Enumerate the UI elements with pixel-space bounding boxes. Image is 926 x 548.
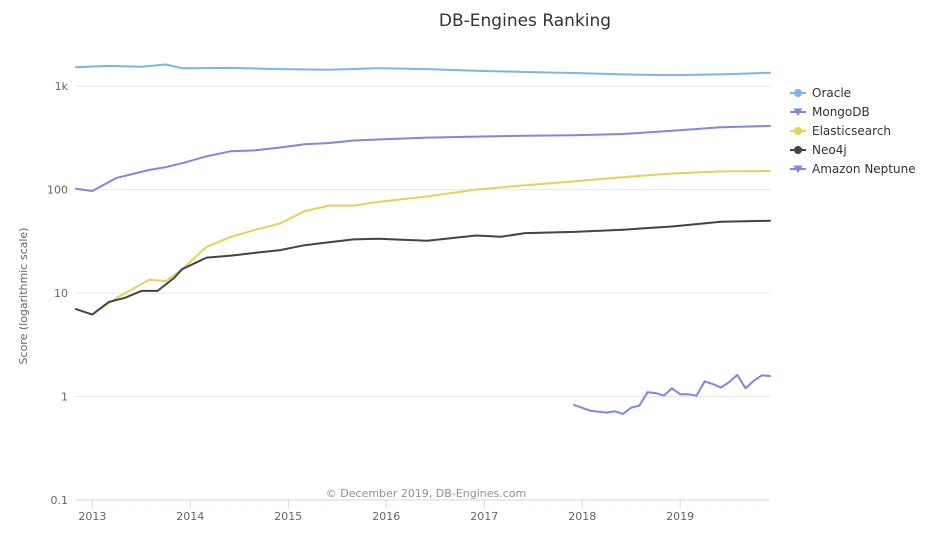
legend-item-neo4j[interactable]: Neo4j (790, 143, 847, 157)
legend-label: MongoDB (812, 105, 870, 119)
legend-marker-triangle-icon (793, 165, 803, 173)
legend-marker-circle-icon (794, 89, 802, 97)
x-tick-label: 2013 (78, 510, 106, 523)
chart-title: DB-Engines Ranking (439, 11, 611, 31)
legend-label: Elasticsearch (812, 124, 891, 138)
x-tick-label: 2017 (470, 510, 498, 523)
x-tick-label: 2018 (568, 510, 596, 523)
legend-label: Amazon Neptune (812, 162, 916, 176)
series-layer (75, 63, 771, 415)
y-tick-label: 10 (54, 287, 68, 300)
legend: Oracle MongoDB Elasticsearch Neo4j Amazon Ne… (790, 86, 916, 176)
x-tick-label: 2015 (274, 510, 302, 523)
series-line-elasticsearch (99, 170, 771, 311)
series-line-neo4j (75, 219, 771, 316)
legend-item-oracle[interactable]: Oracle (790, 86, 851, 100)
y-tick-label: 100 (47, 184, 68, 197)
legend-item-elasticsearch[interactable]: Elasticsearch (790, 124, 891, 138)
series-line-amazon-neptune (573, 373, 771, 415)
legend-label: Neo4j (812, 143, 847, 157)
y-tick-label: 1 (61, 391, 68, 404)
legend-label: Oracle (812, 86, 851, 100)
series-line-mongodb (75, 124, 771, 192)
legend-marker-circle-icon (794, 127, 802, 135)
grid-layer (76, 85, 770, 501)
legend-marker-circle-icon (794, 146, 802, 154)
y-tick-label: 0.1 (51, 494, 69, 507)
series-line-oracle (75, 63, 771, 77)
y-axis-title: Score (logarithmic scale) (17, 228, 30, 365)
y-axis: 0.1 1 10 100 1k (47, 80, 69, 507)
x-tick-label: 2016 (372, 510, 400, 523)
x-tick-label: 2014 (176, 510, 204, 523)
x-axis: 2013 2014 2015 2016 2017 2018 2019 (76, 499, 770, 523)
legend-item-amazon-neptune[interactable]: Amazon Neptune (790, 162, 916, 176)
x-tick-label: 2019 (666, 510, 694, 523)
y-tick-label: 1k (55, 80, 69, 93)
legend-item-mongodb[interactable]: MongoDB (790, 105, 870, 119)
legend-marker-triangle-icon (793, 108, 803, 116)
chart-credit: © December 2019, DB-Engines.com (326, 487, 526, 500)
